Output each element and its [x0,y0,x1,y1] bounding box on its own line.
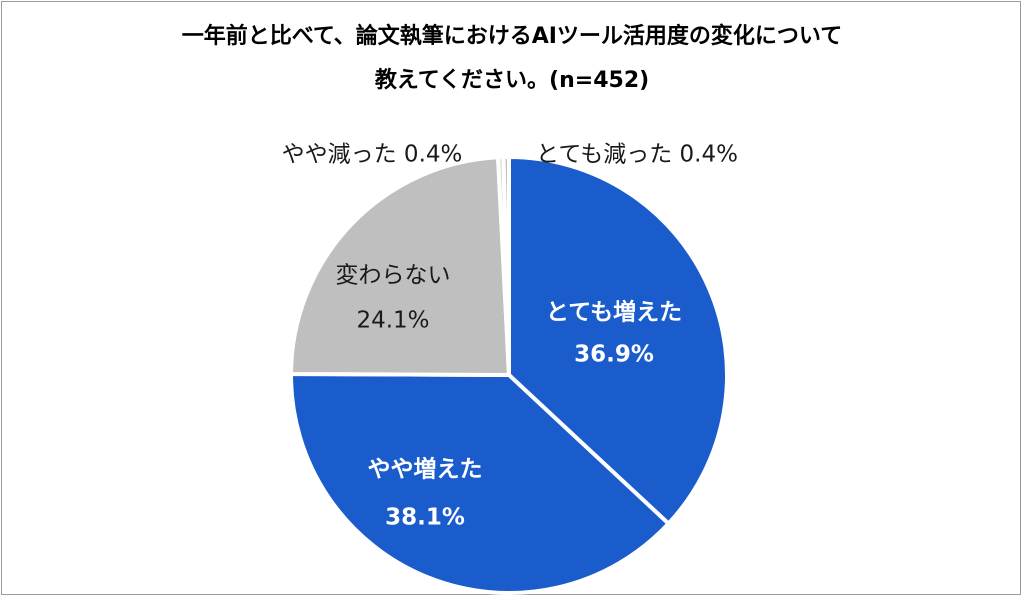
slice-label-value-1: 36.9% [574,342,654,368]
slice-label-value-3: 24.1% [356,308,429,334]
slice-label-5: とても減った 0.4% [536,142,738,168]
slice-label-4: やや減った 0.4% [282,142,463,168]
chart-title-line2: 教えてください。(n=452) [374,68,650,93]
pie-slice-1 [507,155,729,526]
pie-labels: とても増えた 36.9% やや増えた 38.1% 変わらない 24.1% やや減った 0.4… [282,142,738,531]
slice-label-name-3: 変わらない [336,263,451,289]
chart-title-line1: 一年前と比べて、論文執筆におけるAIツール活用度の変化について [181,24,843,49]
slice-label-name-2: やや増えた [368,456,483,483]
slice-label-value-2: 38.1% [385,505,465,531]
pie-slice-5 [501,155,511,377]
pie-slice-2 [288,371,671,595]
pie-slice-3 [289,155,511,377]
pie-slices [288,155,729,595]
slice-label-name-1: とても増えた [546,299,682,326]
